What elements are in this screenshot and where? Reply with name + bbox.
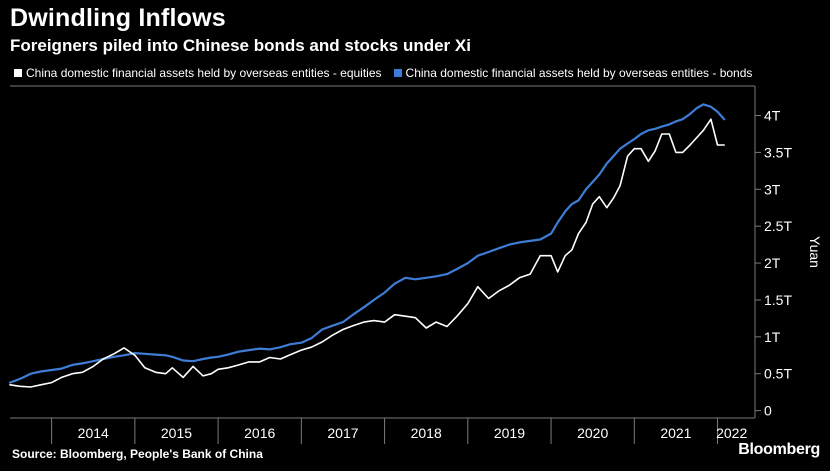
legend-item-bonds: China domestic financial assets held by … (393, 66, 753, 80)
y-tick-label: 0 (764, 403, 772, 419)
x-tick-label: 2017 (327, 425, 358, 441)
legend-swatch-equities (14, 69, 22, 77)
y-tick-label: 3.5T (764, 144, 792, 160)
y-axis-title: Yuan (807, 236, 823, 268)
x-tick-label: 2018 (411, 425, 442, 441)
legend-swatch-bonds (393, 69, 402, 77)
legend-label-equities: China domestic financial assets held by … (26, 66, 382, 80)
x-tick-label: 2021 (660, 425, 691, 441)
tick-labels: 2014 2015 2016 2017 2018 2019 2020 2021 2022 0 0.5… (78, 108, 823, 441)
x-tick-label: 2015 (161, 425, 192, 441)
x-tick-label: 2020 (577, 425, 608, 441)
legend-item-equities: China domestic financial assets held by … (14, 66, 382, 80)
y-tick-label: 0.5T (764, 366, 792, 382)
x-tick-label: 2016 (244, 425, 275, 441)
legend-label-bonds: China domestic financial assets held by … (405, 66, 753, 80)
source-note: Source: Bloomberg, People's Bank of Chin… (12, 447, 263, 461)
y-tick-label: 1T (764, 329, 781, 345)
axes (10, 85, 761, 444)
series-line-equities (9, 118, 726, 388)
y-tick-label: 2.5T (764, 218, 792, 234)
x-tick-label: 2014 (78, 425, 109, 441)
chart-title: Dwindling Inflows (10, 4, 226, 32)
x-tick-label: 2019 (494, 425, 525, 441)
bloomberg-logo: Bloomberg (738, 441, 820, 458)
y-tick-label: 3T (764, 181, 781, 197)
legend: China domestic financial assets held by … (14, 66, 752, 80)
y-tick-label: 2T (764, 255, 781, 271)
y-tick-label: 4T (764, 108, 781, 124)
chart-subtitle: Foreigners piled into Chinese bonds and … (10, 36, 471, 55)
y-tick-label: 1.5T (764, 292, 792, 308)
series-lines (8, 103, 726, 388)
x-tick-label: 2022 (716, 425, 747, 441)
series-line-bonds (8, 103, 726, 384)
